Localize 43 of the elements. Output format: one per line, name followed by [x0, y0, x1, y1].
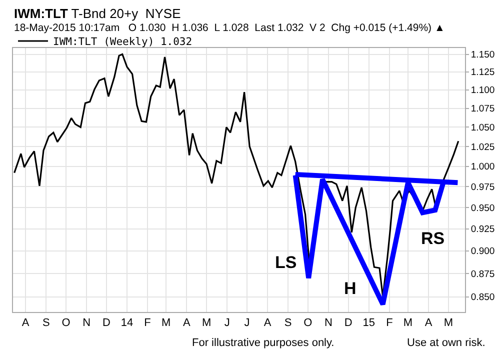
- x-tick-label: A: [264, 317, 272, 330]
- y-tick-label: 0.900: [470, 246, 495, 258]
- y-tick-label: 1.100: [470, 85, 495, 96]
- x-tick-label: S: [284, 317, 292, 330]
- x-tick-label: D: [102, 317, 110, 330]
- y-tick-label: 1.075: [470, 104, 495, 115]
- y-tick-label: 0.850: [470, 292, 495, 304]
- y-tick-label: 0.950: [470, 202, 495, 214]
- x-tick-label: 14: [120, 317, 134, 330]
- annotation: H: [344, 279, 356, 298]
- x-tick-label: M: [403, 317, 413, 330]
- annotation: LS: [275, 253, 297, 272]
- x-tick-label: D: [344, 317, 352, 330]
- x-tick-label: F: [386, 317, 394, 330]
- y-tick-label: 1.000: [470, 162, 495, 173]
- text: For illustrative purposes only.: [192, 337, 334, 349]
- y-tick-label: 1.150: [470, 50, 495, 61]
- x-tick-label: J: [244, 317, 250, 330]
- x-tick-label: N: [324, 317, 332, 330]
- x-tick-label: M: [162, 317, 171, 330]
- x-tick-label: F: [144, 317, 152, 330]
- chart-title: IWM:TLT T-Bnd 20+y NYSE: [14, 6, 182, 21]
- y-tick-label: 0.925: [470, 224, 495, 236]
- annotation: RS: [421, 229, 445, 248]
- x-tick-label: O: [304, 317, 313, 330]
- legend-label: IWM:TLT (Weekly) 1.032: [53, 36, 192, 48]
- y-tick-label: 1.025: [470, 142, 495, 153]
- y-tick-label: 0.975: [470, 182, 495, 194]
- text: Use at own risk.: [407, 337, 486, 349]
- x-tick-label: O: [62, 317, 71, 330]
- x-tick-label: N: [82, 317, 91, 330]
- y-tick-label: 0.875: [470, 268, 495, 280]
- x-tick-label: A: [424, 317, 433, 330]
- chart-subtitle: 18-May-2015 10:17am O 1.030 H 1.036 L 1.028 Last 1.032 V 2 Chg +0.015 (+1.49%) ▲: [14, 22, 445, 34]
- x-tick-label: J: [224, 317, 230, 330]
- y-tick-label: 1.050: [470, 122, 495, 134]
- y-tick-label: 1.125: [470, 67, 495, 78]
- x-tick-label: M: [202, 317, 212, 330]
- x-tick-label: M: [444, 317, 454, 330]
- x-tick-label: S: [42, 317, 50, 330]
- x-tick-label: A: [182, 317, 191, 330]
- x-tick-label: A: [22, 317, 30, 330]
- x-tick-label: 15: [362, 317, 376, 330]
